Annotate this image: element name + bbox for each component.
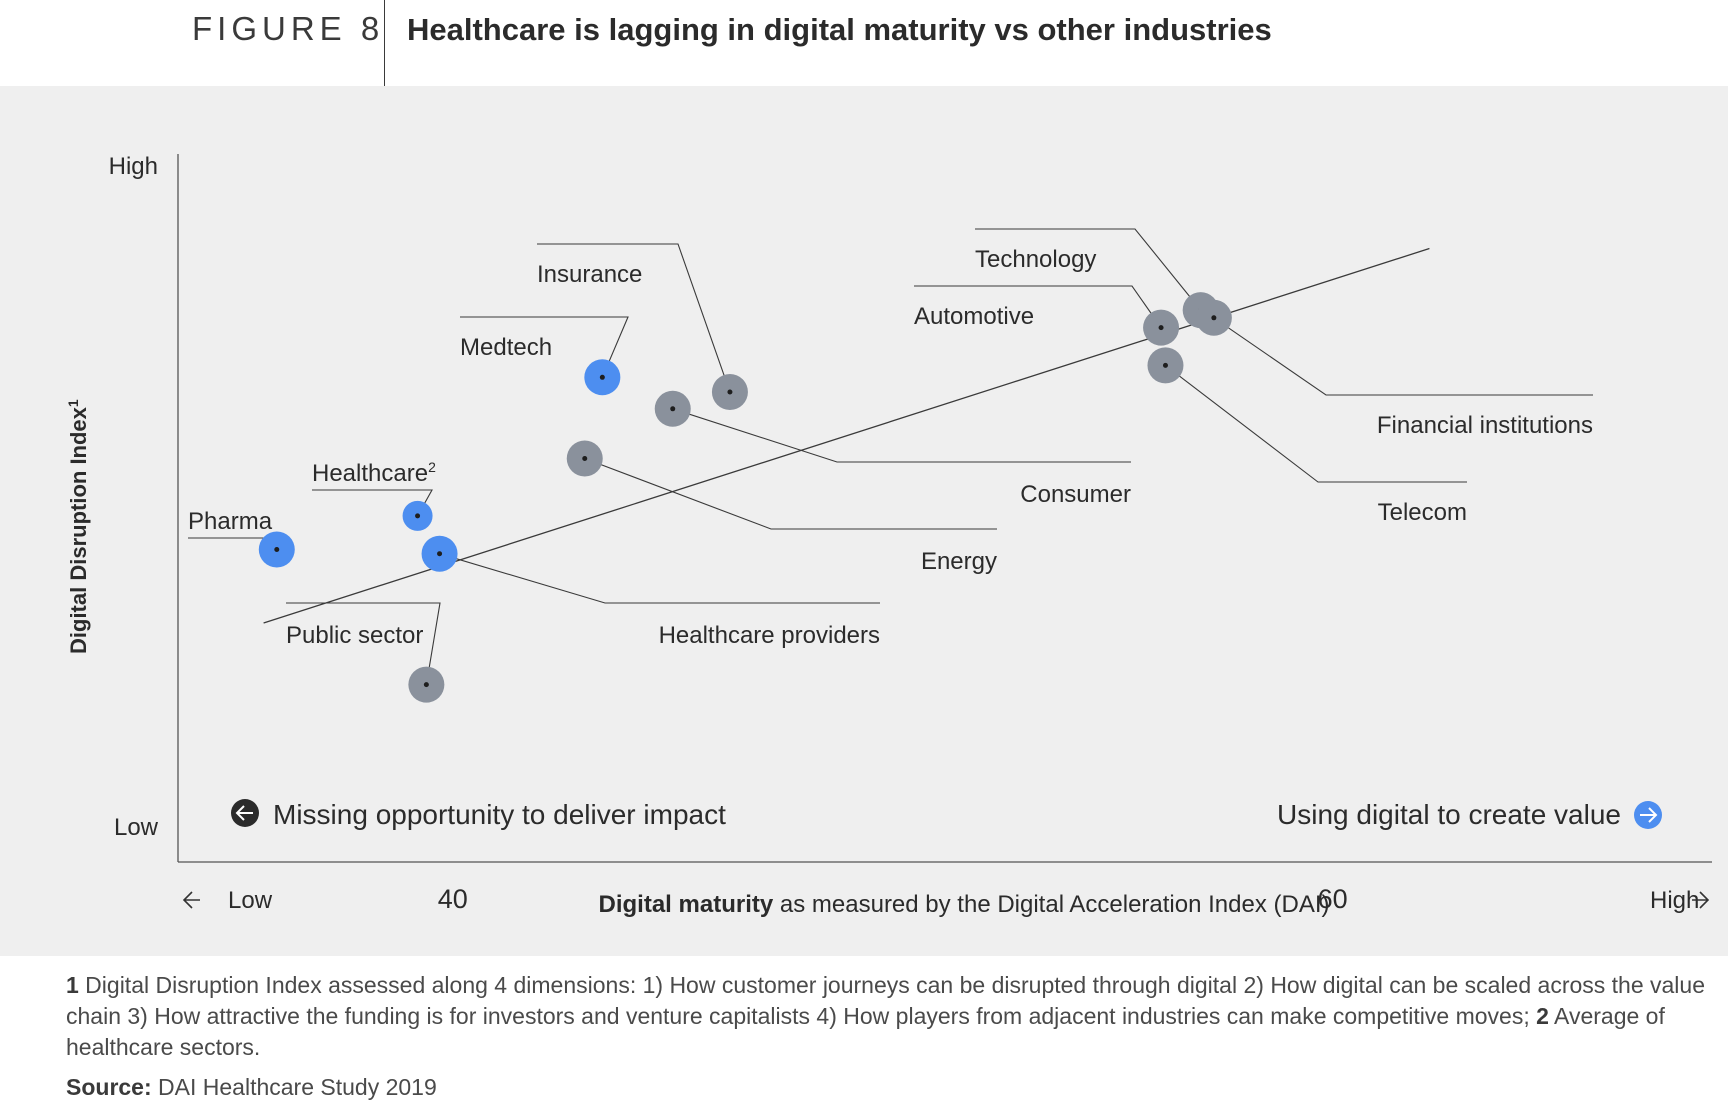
y-axis-title: Digital Disruption Index1 <box>65 399 91 654</box>
point-label-financial-institutions: Financial institutions <box>1377 412 1593 439</box>
figure-title: Healthcare is lagging in digital maturit… <box>407 12 1272 47</box>
point-label-insurance: Insurance <box>537 261 642 288</box>
leader-line-telecom <box>1165 364 1467 483</box>
left-arrow-glyph <box>235 805 253 821</box>
point-label-text: Energy <box>921 548 997 575</box>
point-label-energy: Energy <box>921 548 997 575</box>
y-axis-low-label: Low <box>114 814 159 841</box>
point-label-text: Public sector <box>286 622 423 649</box>
point-label-public-sector: Public sector <box>286 622 423 649</box>
y-axis-title-text: Digital Disruption Index <box>66 406 91 654</box>
figure-header: FIGURE 8 Healthcare is lagging in digita… <box>0 0 1728 86</box>
y-axis-title-superscript: 1 <box>65 399 81 407</box>
scatter-chart: High Low Digital Disruption Index1 Low High 4… <box>65 153 1712 918</box>
point-label-healthcare-providers: Healthcare providers <box>659 622 880 649</box>
point-label-consumer: Consumer <box>1020 481 1131 508</box>
point-center-dot <box>437 551 443 557</box>
source-label: Source: <box>66 1074 152 1100</box>
source-line: Source: DAI Healthcare Study 2019 <box>66 1074 437 1101</box>
point-label-superscript: 2 <box>428 459 436 475</box>
point-label-text: Insurance <box>537 261 642 288</box>
y-axis-high-label: High <box>109 153 158 180</box>
x-axis-title-bold: Digital maturity <box>599 891 774 918</box>
point-label-text: Technology <box>975 246 1096 273</box>
point-center-dot <box>582 456 588 461</box>
point-label-text: Healthcare <box>312 460 428 487</box>
point-label-text: Pharma <box>188 508 273 535</box>
point-label-text: Automotive <box>914 303 1034 330</box>
right-arrow-glyph <box>1640 807 1658 823</box>
trend-line <box>263 247 1430 624</box>
source-text: DAI Healthcare Study 2019 <box>151 1074 437 1100</box>
x-axis-title: Digital maturity as measured by the Digi… <box>599 891 1330 918</box>
point-center-dot <box>599 374 605 380</box>
point-center-dot <box>1162 362 1168 368</box>
annotation-using-digital: Using digital to create value <box>1277 799 1621 830</box>
point-label-healthcare: Healthcare2 <box>312 459 436 487</box>
point-label-text: Telecom <box>1378 499 1467 526</box>
point-center-dot <box>1211 315 1217 321</box>
figure-label: FIGURE 8 <box>192 10 385 47</box>
point-label-text: Healthcare providers <box>659 622 880 649</box>
point-center-dot <box>1158 325 1164 331</box>
point-center-dot <box>415 513 421 519</box>
leader-line-insurance <box>537 243 731 393</box>
x-axis-title-rest: as measured by the Digital Acceleration … <box>773 891 1329 918</box>
point-label-text: Financial institutions <box>1377 412 1593 439</box>
leader-line-financial-institutions <box>1213 317 1593 396</box>
leader-line-consumer <box>672 408 1131 463</box>
footnote-1-number: 1 <box>66 972 79 998</box>
point-label-text: Medtech <box>460 334 552 361</box>
footnote-2-number: 2 <box>1536 1003 1549 1029</box>
point-label-text: Consumer <box>1020 481 1131 508</box>
point-label-medtech: Medtech <box>460 334 552 361</box>
point-center-dot <box>274 547 280 552</box>
annotation-missing-opportunity: Missing opportunity to deliver impact <box>273 799 726 830</box>
leader-line-medtech <box>460 316 629 378</box>
footnote-2-text: Average of healthcare sectors. <box>66 1003 1665 1060</box>
footnote: 1 Digital Disruption Index assessed alon… <box>66 970 1706 1063</box>
point-center-dot <box>727 389 733 395</box>
x-axis-high-label: High <box>1650 887 1699 914</box>
point-label-pharma: Pharma <box>188 508 273 535</box>
leader-line-public-sector <box>286 602 441 685</box>
arrow-right-icon <box>1692 891 1710 909</box>
leader-line-technology <box>975 228 1202 311</box>
point-label-automotive: Automotive <box>914 303 1034 330</box>
x-tick-label: 40 <box>438 884 468 914</box>
leader-line-energy <box>584 457 997 530</box>
point-label-technology: Technology <box>975 246 1096 273</box>
chart-panel: High Low Digital Disruption Index1 Low High 4… <box>0 86 1728 956</box>
header-divider <box>384 0 385 86</box>
x-axis-low-label: Low <box>228 887 273 914</box>
point-center-dot <box>423 682 429 688</box>
footnote-1-text: Digital Disruption Index assessed along … <box>66 972 1706 1029</box>
x-tick-label: 60 <box>1318 884 1348 914</box>
arrow-left-icon <box>182 891 200 909</box>
point-label-telecom: Telecom <box>1378 499 1467 526</box>
point-center-dot <box>670 406 676 412</box>
leader-line-healthcare-providers <box>439 553 880 604</box>
